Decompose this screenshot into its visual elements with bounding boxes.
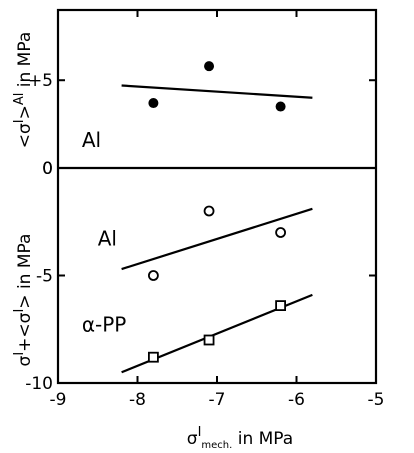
x-tick-label: -6 — [288, 390, 305, 410]
x-axis-label-units: in MPa — [232, 429, 293, 449]
data-point — [275, 227, 287, 238]
bottom-ylabel-end: > — [15, 294, 35, 308]
data-point — [203, 334, 215, 346]
top-ylabel-after: > — [15, 105, 35, 119]
data-point — [147, 270, 159, 281]
x-tick-label: -9 — [50, 390, 67, 410]
x-axis-label-main: σ — [187, 429, 198, 449]
tick-marks — [57, 10, 377, 384]
data-point — [275, 300, 287, 312]
bottom-ylabel: σI+<σI> in MPa — [12, 234, 35, 367]
y-tick-label: -5 — [36, 267, 53, 287]
y-tick-label: -10 — [25, 374, 53, 394]
data-point — [147, 351, 159, 363]
bottom-ylabel-units: in MPa — [15, 234, 35, 295]
top-ylabel-sup2: Al — [12, 93, 27, 106]
bottom-ylabel-sup2: I — [12, 309, 27, 313]
x-axis-label-sup: I — [198, 425, 202, 440]
data-point — [275, 101, 286, 112]
panel-annotation: Al — [98, 226, 117, 250]
data-markers — [147, 61, 287, 363]
tick-labels: -9 -8 -7 -6 -50+50-5-10 — [25, 71, 384, 410]
fit-line — [121, 84, 313, 99]
top-ylabel-sup: I — [12, 119, 27, 123]
bottom-ylabel-after: +<σ — [15, 312, 35, 351]
panel-annotation: Al — [82, 128, 101, 152]
y-tick-label: 0 — [42, 159, 53, 179]
x-tick-label: -7 — [209, 390, 226, 410]
top-ylabel-units: in MPa — [15, 32, 35, 93]
x-tick-label: -5 — [368, 390, 385, 410]
data-point — [203, 205, 215, 217]
data-point — [148, 98, 159, 109]
y-tick-label: 0 — [42, 159, 53, 179]
bottom-ylabel-main: σ — [15, 355, 35, 366]
x-tick-label: -8 — [129, 390, 146, 410]
top-ylabel-main: <σ — [15, 123, 35, 148]
x-axis-label-sub: mech. — [201, 440, 232, 451]
y-tick-label: +5 — [28, 71, 53, 91]
panel-annotation: α-PP — [82, 312, 127, 336]
panel-annotations: Al Al α-PP — [82, 128, 127, 336]
bottom-ylabel-sup: I — [12, 352, 27, 356]
top-ylabel: <σI>Al in MPa — [12, 32, 35, 149]
data-point — [204, 61, 215, 72]
x-axis-label: σImech. in MPa — [187, 425, 293, 451]
fit-line — [121, 207, 313, 271]
